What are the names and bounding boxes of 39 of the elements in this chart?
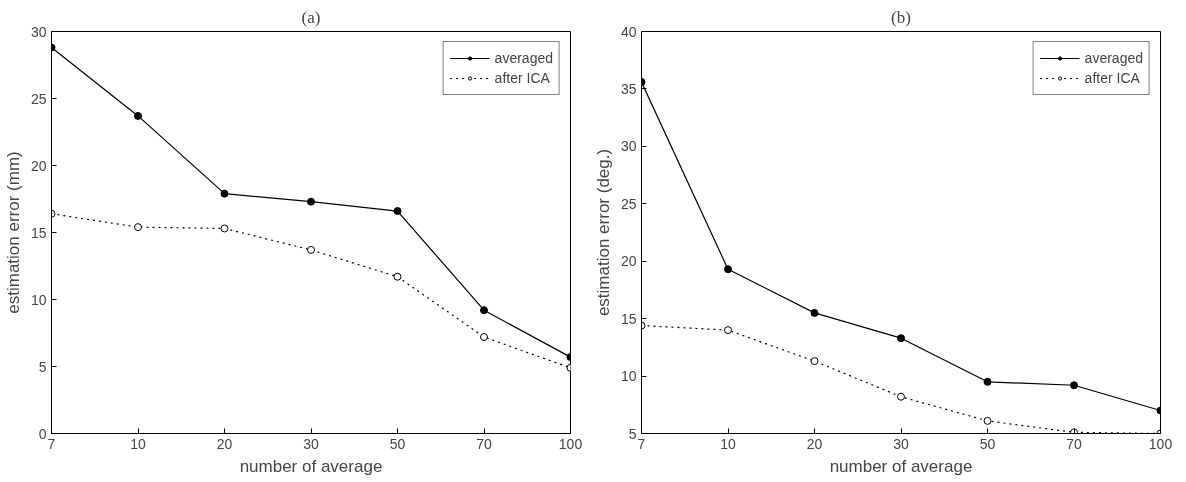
x-tick-label: 100 xyxy=(558,435,583,452)
x-tick-label: 7 xyxy=(637,435,646,452)
x-tick-label: 50 xyxy=(979,435,996,452)
x-axis-title: number of average xyxy=(829,456,973,476)
chart-title: (b) xyxy=(891,7,911,27)
y-tick-label: 5 xyxy=(628,425,637,442)
legend-label: averaged xyxy=(494,49,553,68)
legend-label: after ICA xyxy=(494,69,550,88)
x-axis-title: number of average xyxy=(239,456,383,476)
x-tick-label: 10 xyxy=(720,435,736,452)
y-axis-title: estimation error (mm) xyxy=(3,151,23,314)
x-tick-label: 20 xyxy=(216,435,233,452)
y-tick-label: 5 xyxy=(38,358,47,375)
y-tick-label: 25 xyxy=(30,90,47,107)
x-tick-label: 30 xyxy=(303,435,319,452)
y-tick-label: 40 xyxy=(620,23,637,40)
y-tick-label: 0 xyxy=(38,425,47,442)
y-tick-label: 10 xyxy=(30,291,47,308)
x-tick-label: 10 xyxy=(130,435,146,452)
y-tick-label: 30 xyxy=(30,23,47,40)
y-axis-title: estimation error (deg.) xyxy=(593,148,613,317)
x-tick-label: 30 xyxy=(893,435,909,452)
x-tick-label: 20 xyxy=(806,435,823,452)
y-tick-label: 25 xyxy=(620,195,637,212)
y-tick-label: 15 xyxy=(30,224,47,241)
y-tick-label: 20 xyxy=(620,253,637,270)
x-tick-label: 50 xyxy=(389,435,406,452)
y-tick-label: 30 xyxy=(620,138,637,155)
chart-title: (a) xyxy=(301,7,321,27)
legend-label: after ICA xyxy=(1084,69,1140,88)
y-tick-label: 10 xyxy=(620,368,637,385)
x-tick-label: 70 xyxy=(1066,435,1082,452)
y-tick-label: 20 xyxy=(30,157,47,174)
x-tick-label: 100 xyxy=(1148,435,1173,452)
legend-label: averaged xyxy=(1084,49,1143,68)
y-tick-label: 15 xyxy=(620,310,637,327)
x-tick-label: 70 xyxy=(476,435,492,452)
x-tick-label: 7 xyxy=(47,435,56,452)
y-tick-label: 35 xyxy=(620,80,637,97)
